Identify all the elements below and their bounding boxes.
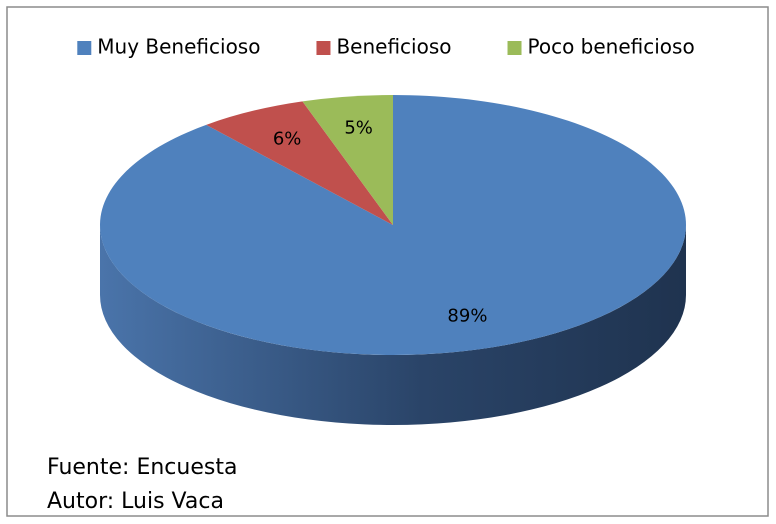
slice-side	[100, 225, 686, 425]
annotation: Autor: Luis Vaca	[47, 489, 224, 514]
data-label: 5%	[344, 118, 373, 139]
legend-label: Poco beneficioso	[528, 35, 695, 59]
slice	[302, 95, 393, 225]
slice	[100, 95, 686, 356]
legend-swatch	[316, 41, 331, 55]
legend-swatch	[507, 41, 522, 55]
data-label: 6%	[273, 129, 302, 150]
data-label: 89%	[447, 306, 487, 327]
legend-swatch	[77, 41, 92, 55]
slice	[206, 101, 393, 225]
legend-label: Muy Beneficioso	[97, 35, 260, 59]
annotation: Fuente: Encuesta	[47, 455, 237, 480]
legend-label: Beneficioso	[336, 35, 451, 59]
